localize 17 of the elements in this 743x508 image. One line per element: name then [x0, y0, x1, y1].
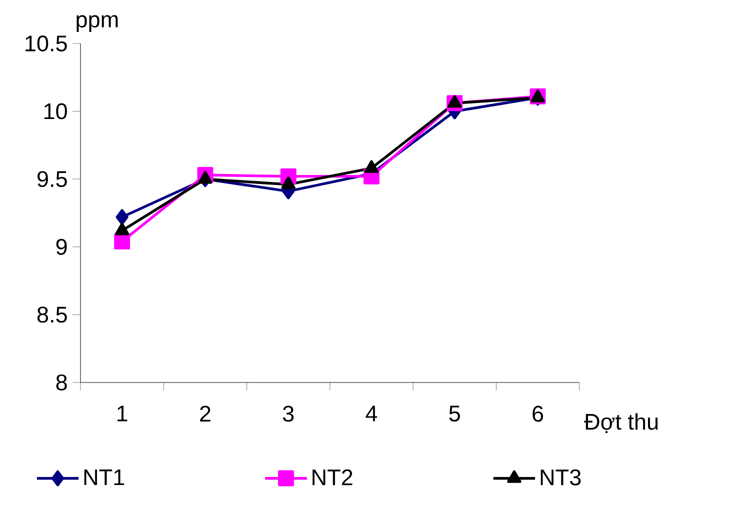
x-axis-title: Đợt thu [584, 413, 658, 434]
y-tick-label: 8.5 [37, 306, 67, 323]
legend-label: NT3 [540, 469, 581, 486]
y-tick-label: 9.5 [38, 171, 67, 188]
y-tick-label: 10 [44, 103, 67, 120]
y-tick-label: 8 [56, 374, 67, 390]
y-tick-label: 10.5 [26, 36, 67, 52]
x-tick-label: 3 [282, 406, 294, 422]
y-axis-title: ppm [76, 15, 118, 32]
x-tick-label: 1 [118, 406, 128, 422]
y-tick-label: 9 [56, 238, 67, 255]
x-tick-label: 5 [449, 406, 460, 422]
x-tick-label: 4 [366, 406, 378, 422]
x-tick-label: 6 [532, 406, 544, 422]
legend-label: NT2 [312, 469, 352, 486]
legend-label: NT1 [84, 470, 124, 486]
x-tick-label: 2 [200, 406, 210, 422]
